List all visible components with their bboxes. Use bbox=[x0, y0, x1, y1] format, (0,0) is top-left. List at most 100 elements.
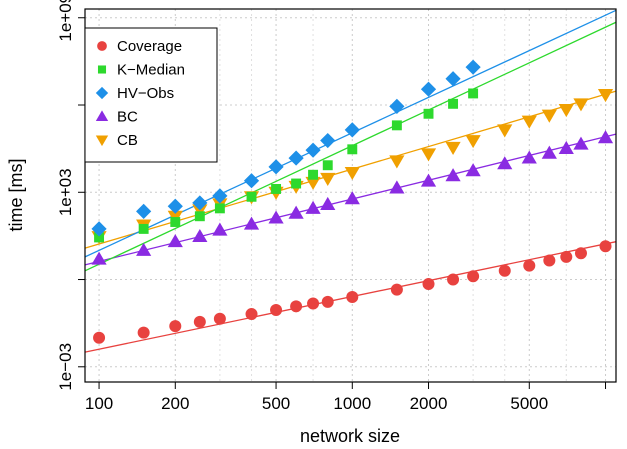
data-point-triangle-up bbox=[558, 140, 574, 154]
data-point-circle bbox=[321, 295, 334, 308]
data-point-square bbox=[194, 211, 205, 222]
data-point-circle bbox=[193, 315, 206, 328]
data-point-circle bbox=[422, 278, 435, 291]
x-tick-label: 1000 bbox=[333, 394, 371, 413]
data-point-diamond bbox=[420, 81, 437, 97]
data-point-circle bbox=[137, 326, 150, 339]
data-point-square bbox=[322, 160, 333, 171]
data-point-diamond bbox=[305, 142, 321, 158]
legend-label: K−Median bbox=[117, 62, 185, 79]
data-point-triangle-up bbox=[344, 191, 360, 205]
x-tick-label: 5000 bbox=[510, 394, 548, 413]
legend-marker-triangle-up bbox=[95, 110, 109, 121]
data-point-circle bbox=[346, 291, 359, 304]
legend: Coverage K−Median HV−Obs BC CB bbox=[84, 27, 218, 163]
data-point-triangle-up bbox=[192, 228, 208, 243]
y-axis-title: time [ms] bbox=[6, 158, 26, 231]
data-point-diamond bbox=[167, 198, 183, 214]
data-point-circle bbox=[574, 247, 587, 260]
legend-marker-circle bbox=[97, 41, 107, 51]
x-axis-title: network size bbox=[300, 426, 400, 446]
data-point-square bbox=[347, 144, 358, 155]
data-point-square bbox=[468, 88, 479, 99]
data-point-diamond bbox=[389, 98, 405, 114]
data-point-square bbox=[423, 108, 434, 119]
x-tick-label: 2000 bbox=[410, 394, 448, 413]
data-point-triangle-down bbox=[445, 141, 461, 155]
data-point-triangle-up bbox=[541, 145, 557, 159]
data-point-triangle-up bbox=[288, 205, 304, 219]
data-point-diamond bbox=[91, 221, 107, 237]
data-point-triangle-up bbox=[91, 251, 107, 265]
data-point-square bbox=[94, 232, 105, 243]
legend-label: CB bbox=[117, 132, 138, 149]
data-point-circle bbox=[599, 240, 612, 253]
x-tick-label: 200 bbox=[161, 394, 189, 413]
data-point-diamond bbox=[344, 122, 360, 138]
data-point-triangle-up bbox=[573, 136, 589, 150]
data-point-triangle-down bbox=[497, 124, 513, 138]
data-point-triangle-down bbox=[573, 98, 589, 112]
data-point-circle bbox=[560, 250, 573, 263]
data-point-triangle-up bbox=[389, 180, 405, 194]
data-point-diamond bbox=[192, 195, 208, 211]
x-tick-label: 100 bbox=[85, 394, 113, 413]
legend-label: BC bbox=[117, 109, 138, 126]
data-point-triangle-down bbox=[597, 89, 614, 103]
data-point-triangle-down bbox=[305, 176, 321, 190]
data-point-triangle-down bbox=[521, 115, 537, 129]
data-point-triangle-down bbox=[420, 148, 437, 162]
data-point-circle bbox=[169, 320, 182, 333]
data-point-diamond bbox=[465, 59, 481, 75]
data-point-diamond bbox=[243, 173, 260, 189]
data-point-circle bbox=[213, 312, 226, 325]
data-point-triangle-down bbox=[558, 104, 574, 118]
data-point-square bbox=[271, 183, 282, 194]
data-point-square bbox=[308, 169, 319, 180]
legend-marker-diamond bbox=[95, 86, 109, 100]
data-point-diamond bbox=[320, 132, 336, 149]
data-point-triangle-up bbox=[305, 200, 321, 214]
data-point-circle bbox=[307, 297, 320, 310]
data-point-square bbox=[170, 217, 181, 227]
data-point-circle bbox=[523, 259, 536, 272]
data-point-triangle-up bbox=[420, 173, 437, 187]
x-tick-label: 500 bbox=[262, 394, 290, 413]
data-point-square bbox=[214, 203, 225, 214]
data-point-circle bbox=[390, 283, 403, 296]
data-point-triangle-up bbox=[320, 196, 336, 210]
data-point-circle bbox=[498, 264, 511, 277]
data-point-triangle-down bbox=[389, 155, 405, 169]
data-point-triangle-up bbox=[243, 216, 260, 230]
data-point-triangle-up bbox=[167, 234, 183, 248]
data-point-triangle-up bbox=[268, 210, 284, 224]
data-point-circle bbox=[245, 308, 258, 321]
data-point-triangle-down bbox=[344, 166, 360, 181]
data-point-triangle-down bbox=[192, 204, 208, 218]
data-point-square bbox=[138, 223, 149, 234]
data-point-square bbox=[291, 178, 302, 189]
data-point-square bbox=[246, 191, 257, 202]
data-point-diamond bbox=[288, 150, 304, 166]
data-point-diamond bbox=[268, 159, 284, 175]
data-point-diamond bbox=[445, 71, 461, 87]
legend-marker-triangle-down bbox=[95, 135, 109, 147]
data-point-triangle-down bbox=[541, 109, 557, 123]
legend-label: Coverage bbox=[117, 38, 182, 55]
plot-frame bbox=[84, 8, 617, 383]
data-point-triangle-up bbox=[597, 130, 614, 144]
data-point-circle bbox=[290, 300, 303, 313]
data-point-circle bbox=[467, 270, 480, 283]
data-point-triangle-down bbox=[320, 172, 336, 186]
data-point-diamond bbox=[136, 203, 152, 220]
data-point-circle bbox=[93, 331, 106, 344]
data-point-triangle-up bbox=[212, 222, 228, 236]
y-tick-label: 1e+03 bbox=[56, 168, 75, 216]
data-point-circle bbox=[447, 273, 460, 286]
data-point-triangle-up bbox=[136, 242, 152, 256]
data-point-square bbox=[391, 120, 402, 131]
data-point-circle bbox=[543, 254, 556, 267]
data-point-square bbox=[448, 98, 459, 109]
data-point-triangle-up bbox=[465, 163, 481, 177]
